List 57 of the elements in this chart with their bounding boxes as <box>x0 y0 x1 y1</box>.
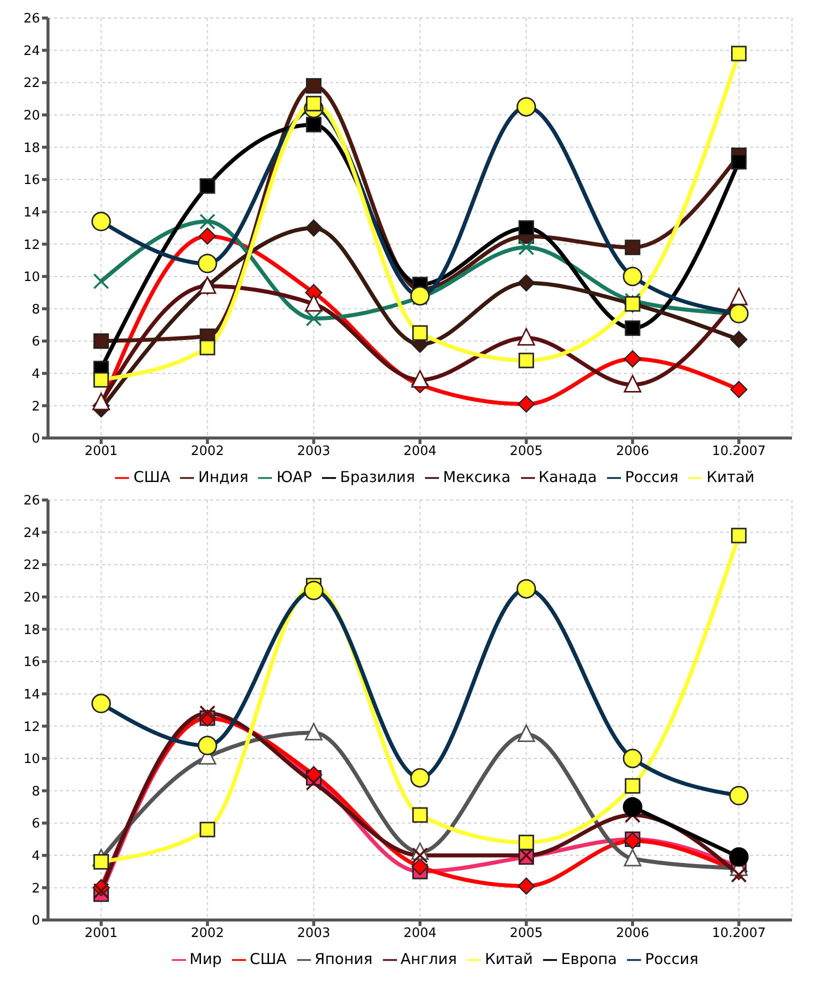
y-tick-label: 14 <box>23 205 40 220</box>
x-tick-label: 2006 <box>616 926 650 942</box>
y-tick-label: 12 <box>23 720 40 735</box>
y-tick-label: 10 <box>23 270 40 286</box>
x-tick-label: 2005 <box>510 444 543 460</box>
y-tick-label: 18 <box>23 622 40 638</box>
x-tick-label: 2005 <box>510 926 543 942</box>
x-tick-label: 2001 <box>84 444 118 460</box>
y-tick-label: 2 <box>32 881 40 896</box>
legend-label: Бразилия <box>340 468 416 486</box>
legend-label: США <box>133 468 170 486</box>
y-tick-label: 6 <box>32 816 40 832</box>
y-tick-label: 4 <box>32 849 40 864</box>
y-tick-label: 16 <box>23 655 40 670</box>
y-tick-label: 26 <box>23 12 40 27</box>
legend-label: Мексика <box>443 468 511 486</box>
x-tick-label: 2002 <box>190 926 224 942</box>
y-tick-label: 24 <box>23 526 40 541</box>
y-tick-label: 22 <box>23 558 40 574</box>
legend-label: Япония <box>314 950 373 968</box>
y-tick-label: 6 <box>32 334 40 350</box>
legend-label: Китай <box>706 468 755 486</box>
y-tick-label: 4 <box>32 367 40 382</box>
y-tick-label: 12 <box>23 238 40 253</box>
y-tick-label: 0 <box>32 432 40 447</box>
y-tick-label: 14 <box>23 687 40 702</box>
y-tick-label: 22 <box>23 76 40 92</box>
legend-label: Мир <box>190 950 222 968</box>
x-tick-label: 10.2007 <box>712 444 766 460</box>
x-tick-label: 10.2007 <box>712 926 766 942</box>
y-tick-label: 8 <box>32 302 40 318</box>
legend-label: Россия <box>644 950 698 968</box>
x-tick-label: 2004 <box>403 926 437 942</box>
legend-label: ЮАР <box>276 468 312 486</box>
y-tick-label: 16 <box>23 173 40 188</box>
legend-label: Англия <box>400 950 457 968</box>
legend-label: США <box>250 950 287 968</box>
x-tick-label: 2001 <box>84 926 118 942</box>
legend-label: Европа <box>560 950 617 968</box>
legend-label: Канада <box>538 468 597 486</box>
x-tick-label: 2002 <box>190 444 224 460</box>
x-tick-label: 2006 <box>616 444 650 460</box>
legend-label: Индия <box>198 468 248 486</box>
x-tick-label: 2003 <box>297 444 330 460</box>
y-tick-label: 24 <box>23 44 40 59</box>
legend-label: Россия <box>624 468 678 486</box>
y-tick-label: 8 <box>32 784 40 800</box>
x-tick-label: 2004 <box>403 444 437 460</box>
y-tick-label: 0 <box>32 914 40 929</box>
legend-label: Китай <box>484 950 533 968</box>
y-tick-label: 20 <box>23 590 40 606</box>
y-tick-label: 20 <box>23 108 40 124</box>
y-tick-label: 10 <box>23 752 40 768</box>
x-tick-label: 2003 <box>297 926 330 942</box>
y-tick-label: 2 <box>32 399 40 414</box>
y-tick-label: 18 <box>23 140 40 156</box>
y-tick-label: 26 <box>23 494 40 509</box>
